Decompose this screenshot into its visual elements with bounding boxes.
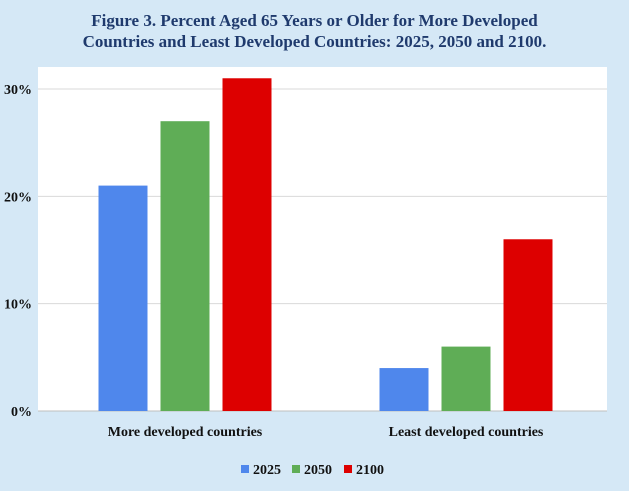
x-category-label: More developed countries [108,425,263,440]
legend-swatch-2050 [292,465,300,473]
y-tick-label: 0% [11,405,32,420]
bars [98,78,553,412]
y-tick-label: 30% [4,83,32,98]
y-axis-ticks: 0% 10% 20% 30% [4,83,32,420]
x-axis-categories: More developed countries Least developed … [108,425,544,440]
bar-2100-more-developed [222,78,272,412]
x-category-label: Least developed countries [389,425,544,440]
bar-2025-more-developed [98,185,148,411]
legend-label-2100: 2100 [356,463,384,478]
chart-title-line-2: Countries and Least Developed Countries:… [82,32,547,51]
bar-2100-least-developed [503,239,553,411]
chart-title: Figure 3. Percent Aged 65 Years or Older… [0,10,629,52]
y-tick-label: 10% [4,298,32,313]
legend: 2025 2050 2100 [241,463,384,478]
chart-title-line-1: Figure 3. Percent Aged 65 Years or Older… [91,11,538,30]
bar-2025-least-developed [379,368,429,411]
bar-2050-least-developed [441,346,491,411]
legend-swatch-2100 [344,465,352,473]
legend-label-2025: 2025 [253,463,281,478]
y-tick-label: 20% [4,190,32,205]
bar-2050-more-developed [160,121,210,411]
legend-label-2050: 2050 [304,463,332,478]
legend-swatch-2025 [241,465,249,473]
